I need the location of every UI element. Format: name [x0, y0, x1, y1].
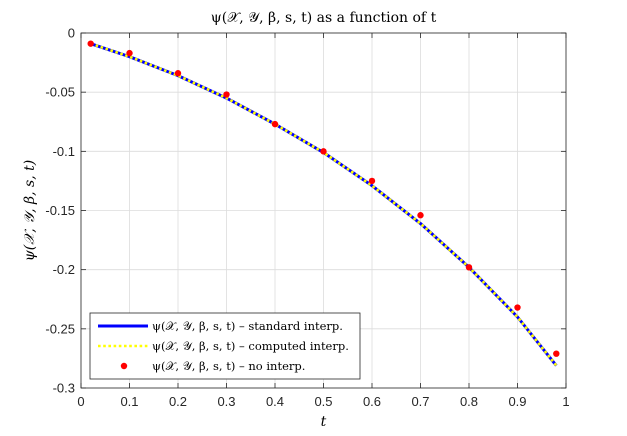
x-tick-label: 0.2 [169, 394, 187, 409]
x-axis-label: t [321, 414, 327, 430]
data-point [320, 148, 327, 155]
x-tick-label: 0.3 [217, 394, 235, 409]
data-point [417, 212, 424, 219]
x-tick-label: 1 [562, 394, 569, 409]
data-point [271, 120, 279, 128]
chart-title: ψ(𝒳, 𝒴, β, s, t) as a function of t [211, 10, 437, 26]
x-tick-label: 0.4 [266, 394, 284, 409]
legend: ψ(𝒳, 𝒴, β, s, t) – standard interp. ψ(𝒳, … [89, 312, 361, 380]
data-point [87, 40, 94, 47]
data-point [174, 70, 182, 77]
y-tick-label: -0.25 [45, 321, 75, 336]
y-tick-label: -0.15 [45, 203, 75, 218]
legend-entry: ψ(𝒳, 𝒴, β, s, t) – no interp. [152, 359, 305, 373]
x-tick-label: 0.9 [508, 394, 526, 409]
ticks [80, 32, 567, 389]
data-point [465, 264, 473, 271]
x-tick-label: 0.5 [314, 394, 332, 409]
legend-marker [120, 362, 128, 370]
tick-labels: 0 0.1 0.2 0.3 0.4 0.5 0.6 0.7 0.8 0.9 1 0 -0.05 -0.1 -… [45, 26, 569, 410]
legend-entry: ψ(𝒳, 𝒴, β, s, t) – computed interp. [152, 339, 349, 353]
data-point [126, 49, 133, 57]
y-tick-label: -0.05 [45, 85, 75, 100]
y-tick-label: -0.1 [53, 144, 75, 159]
x-tick-label: 0.1 [120, 394, 138, 409]
legend-entry: ψ(𝒳, 𝒴, β, s, t) – standard interp. [152, 319, 343, 333]
x-tick-label: 0.8 [460, 394, 478, 409]
x-tick-label: 0.6 [363, 394, 381, 409]
y-tick-label: -0.3 [53, 381, 75, 396]
x-tick-label: 0 [77, 394, 84, 409]
data-point [553, 350, 560, 357]
x-tick-label: 0.7 [411, 394, 429, 409]
y-tick-label: -0.2 [53, 262, 75, 277]
data-point [223, 91, 230, 98]
y-tick-label: 0 [68, 26, 75, 41]
series-layer [87, 40, 560, 367]
data-point [514, 304, 521, 311]
data-point [368, 177, 376, 185]
y-axis-label: ψ(𝒳, 𝒴, β, s, t) [22, 160, 38, 261]
